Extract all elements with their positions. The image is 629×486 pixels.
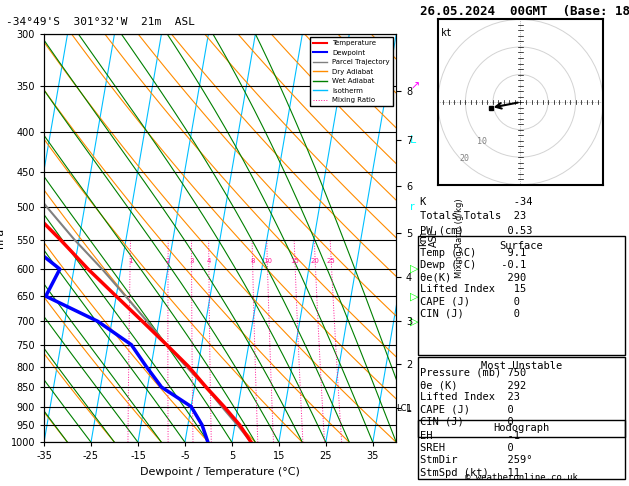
Text: CIN (J)       0: CIN (J) 0 bbox=[420, 417, 514, 427]
Text: Lifted Index  23: Lifted Index 23 bbox=[420, 392, 520, 402]
Text: PW (cm)       0.53: PW (cm) 0.53 bbox=[420, 226, 533, 236]
Text: Pressure (mb) 750: Pressure (mb) 750 bbox=[420, 368, 526, 378]
Text: r: r bbox=[410, 202, 415, 212]
Text: CIN (J)        0: CIN (J) 0 bbox=[420, 309, 520, 319]
Text: -34°49'S  301°32'W  21m  ASL: -34°49'S 301°32'W 21m ASL bbox=[6, 17, 195, 27]
Text: L: L bbox=[410, 135, 416, 145]
Text: LCL: LCL bbox=[396, 404, 411, 413]
Text: Temp (°C)     9.1: Temp (°C) 9.1 bbox=[420, 248, 526, 258]
Text: 25: 25 bbox=[327, 259, 336, 264]
Y-axis label: hPa: hPa bbox=[0, 228, 5, 248]
Text: 1: 1 bbox=[128, 259, 132, 264]
Y-axis label: km
ASL: km ASL bbox=[418, 229, 440, 247]
Text: CAPE (J)      0: CAPE (J) 0 bbox=[420, 404, 514, 415]
Text: StmSpd (kt)   11: StmSpd (kt) 11 bbox=[420, 468, 520, 478]
Text: ▷: ▷ bbox=[410, 316, 419, 326]
Text: © weatheronline.co.uk: © weatheronline.co.uk bbox=[465, 473, 578, 482]
Text: EH            -1: EH -1 bbox=[420, 431, 520, 441]
Text: K              -34: K -34 bbox=[420, 197, 533, 207]
Text: Lifted Index   15: Lifted Index 15 bbox=[420, 284, 526, 295]
Text: Dewp (°C)    -0.1: Dewp (°C) -0.1 bbox=[420, 260, 526, 270]
Text: 15: 15 bbox=[291, 259, 299, 264]
Text: SREH          0: SREH 0 bbox=[420, 443, 514, 453]
Legend: Temperature, Dewpoint, Parcel Trajectory, Dry Adiabat, Wet Adiabat, Isotherm, Mi: Temperature, Dewpoint, Parcel Trajectory… bbox=[310, 37, 392, 106]
Text: 2: 2 bbox=[166, 259, 170, 264]
Text: kt: kt bbox=[441, 28, 453, 38]
Text: CAPE (J)       0: CAPE (J) 0 bbox=[420, 296, 520, 307]
Text: 10: 10 bbox=[263, 259, 272, 264]
Text: Most Unstable: Most Unstable bbox=[481, 361, 562, 371]
Text: Mixing Ratio (g/kg): Mixing Ratio (g/kg) bbox=[455, 198, 464, 278]
Text: ↗: ↗ bbox=[410, 81, 420, 91]
Text: 20: 20 bbox=[459, 154, 469, 163]
Text: Surface: Surface bbox=[499, 241, 543, 251]
Text: 26.05.2024  00GMT  (Base: 18): 26.05.2024 00GMT (Base: 18) bbox=[420, 5, 629, 18]
Text: θe (K)        292: θe (K) 292 bbox=[420, 380, 526, 390]
Text: θe(K)         290: θe(K) 290 bbox=[420, 272, 526, 282]
Text: Totals Totals  23: Totals Totals 23 bbox=[420, 211, 526, 222]
Text: 10: 10 bbox=[477, 137, 487, 145]
Text: ▷: ▷ bbox=[410, 264, 419, 274]
Text: 20: 20 bbox=[311, 259, 320, 264]
Text: ▷: ▷ bbox=[410, 291, 419, 301]
Text: 4: 4 bbox=[207, 259, 211, 264]
Text: Hodograph: Hodograph bbox=[493, 423, 550, 433]
Text: 8: 8 bbox=[250, 259, 255, 264]
Text: StmDir        259°: StmDir 259° bbox=[420, 455, 533, 466]
X-axis label: Dewpoint / Temperature (°C): Dewpoint / Temperature (°C) bbox=[140, 467, 300, 477]
Text: 3: 3 bbox=[189, 259, 194, 264]
